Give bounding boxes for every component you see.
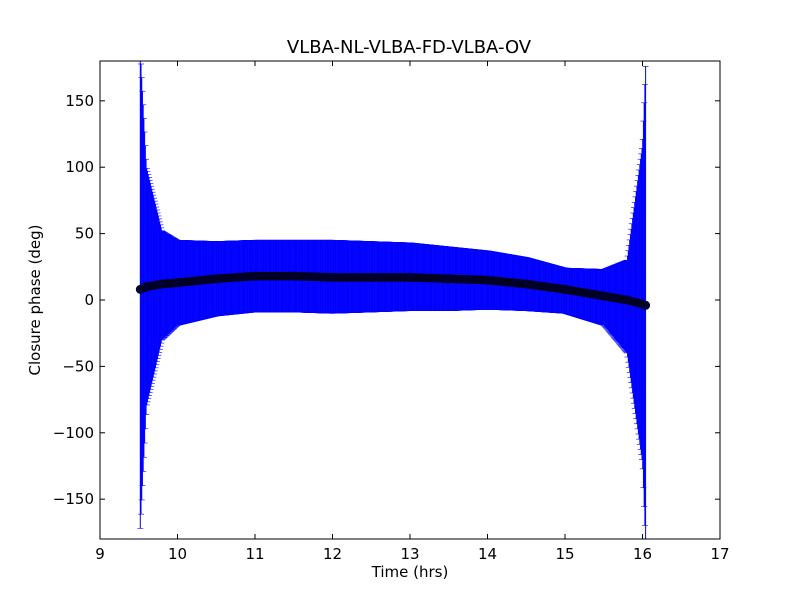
data-point <box>327 272 337 282</box>
axis-ticks: 9 10 11 12 13 14 15 16 17 −150 −100 −50 0 50 100 150 <box>53 61 730 563</box>
x-tick-label: 12 <box>323 545 342 563</box>
data-point <box>250 271 260 281</box>
y-axis-label: Closure phase (deg) <box>26 225 44 376</box>
x-tick-label: 17 <box>710 545 729 563</box>
x-tick-label: 10 <box>168 545 187 563</box>
plot-content <box>135 61 651 539</box>
data-point <box>599 291 609 301</box>
y-tick-label: −50 <box>62 357 94 375</box>
data-point <box>142 282 152 292</box>
y-tick-label: −150 <box>53 490 94 508</box>
data-points <box>135 271 651 310</box>
data-point <box>157 279 167 289</box>
y-tick-label: 150 <box>65 92 94 110</box>
data-point <box>622 295 632 305</box>
y-tick-label: 100 <box>65 158 94 176</box>
data-point <box>521 279 531 289</box>
chart-title: VLBA-NL-VLBA-FD-VLBA-OV <box>287 37 532 58</box>
data-point <box>173 278 183 288</box>
data-point <box>405 272 415 282</box>
data-point <box>444 274 454 284</box>
x-tick-label: 9 <box>95 545 105 563</box>
x-tick-label: 15 <box>555 545 574 563</box>
x-tick-label: 16 <box>633 545 652 563</box>
x-tick-label: 11 <box>245 545 264 563</box>
data-point <box>289 271 299 281</box>
data-point <box>560 284 570 294</box>
x-tick-label: 14 <box>478 545 497 563</box>
plot-frame <box>99 60 721 540</box>
y-tick-label: 0 <box>84 291 94 309</box>
data-point <box>366 272 376 282</box>
x-axis-label: Time (hrs) <box>371 563 449 581</box>
data-point <box>482 275 492 285</box>
data-point <box>641 300 651 310</box>
y-tick-label: 50 <box>75 225 94 243</box>
y-tick-label: −100 <box>53 424 94 442</box>
x-tick-label: 13 <box>400 545 419 563</box>
data-point <box>211 274 221 284</box>
